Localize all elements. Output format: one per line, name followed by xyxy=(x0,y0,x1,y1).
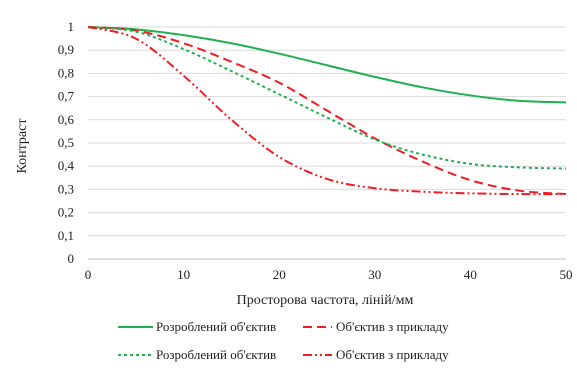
grid-lines xyxy=(88,26,566,237)
y-tick-label-3: 0,3 xyxy=(58,181,74,196)
legend-label-series-2: Об'єктив з прикладу xyxy=(336,319,449,334)
series-line-1 xyxy=(87,26,567,104)
y-tick-label-6: 0,6 xyxy=(58,112,75,127)
x-axis-title: Просторова частота, ліній/мм xyxy=(237,293,414,308)
x-tick-label-4: 40 xyxy=(464,267,477,282)
series-line-4 xyxy=(87,26,567,196)
y-tick-label-1: 0,1 xyxy=(58,228,74,243)
y-tick-label-9: 0,9 xyxy=(58,42,74,57)
tick-labels: 00,10,20,30,40,50,60,70,80,910 10 20 30 40 50 xyxy=(58,19,573,282)
y-tick-label-7: 0,7 xyxy=(58,89,75,104)
legend-label-series-4: Об'єктив з прикладу xyxy=(336,347,449,362)
x-tick-label-0: 0 xyxy=(85,267,92,282)
x-tick-label-1: 10 xyxy=(177,267,190,282)
series-line-2 xyxy=(87,26,567,196)
y-tick-label-8: 0,8 xyxy=(58,65,74,80)
legend-label-series-1: Розроблений об'єктив xyxy=(156,319,276,334)
y-tick-label-0: 0 xyxy=(68,251,75,266)
y-tick-label-10: 1 xyxy=(68,19,75,34)
legend: Розроблений об'єктив Об'єктив з прикладу… xyxy=(118,319,449,362)
series-lines xyxy=(87,26,567,196)
x-tick-label-2: 20 xyxy=(273,267,286,282)
y-axis-title: Контраст xyxy=(15,119,30,174)
x-tick-label-5: 50 xyxy=(560,267,573,282)
y-tick-label-2: 0,2 xyxy=(58,205,74,220)
y-tick-label-5: 0,5 xyxy=(58,135,74,150)
x-tick-label-3: 30 xyxy=(368,267,381,282)
legend-label-series-3: Розроблений об'єктив xyxy=(156,347,276,362)
y-tick-label-4: 0,4 xyxy=(58,158,75,173)
